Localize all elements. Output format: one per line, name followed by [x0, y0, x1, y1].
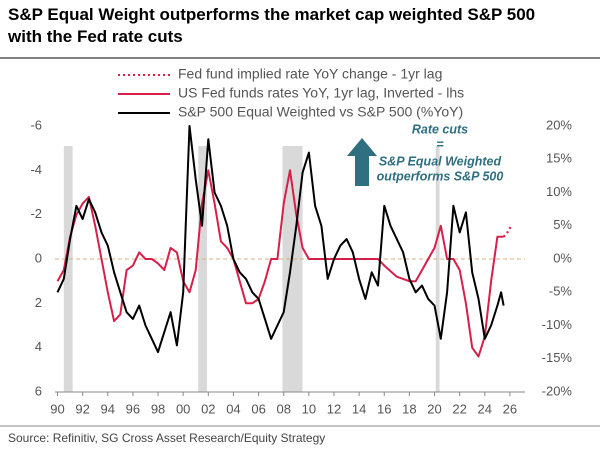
legend-label: S&P 500 Equal Weighted vs S&P 500 (%YoY): [178, 104, 463, 120]
x-tick-label: 22: [452, 401, 466, 416]
x-tick-label: 02: [201, 401, 215, 416]
x-tick-label: 24: [478, 401, 492, 416]
y-tick-label: -4: [30, 162, 42, 177]
annotation-text: S&P Equal Weighted: [379, 154, 502, 168]
x-tick-label: 14: [352, 401, 366, 416]
y-tick-label: 2: [35, 295, 42, 310]
x-tick-label: 94: [101, 401, 115, 416]
x-tick-label: 92: [75, 401, 89, 416]
annotation-text: =: [436, 137, 444, 151]
y-tick-label: 4: [35, 339, 42, 354]
y2-tick-label: 10%: [546, 184, 572, 199]
x-tick-label: 00: [176, 401, 190, 416]
x-tick-label: 98: [151, 401, 165, 416]
y2-tick-label: 0%: [553, 250, 572, 265]
y2-tick-label: 5%: [553, 217, 572, 232]
x-tick-label: 96: [126, 401, 140, 416]
x-tick-label: 06: [251, 401, 265, 416]
source: Source: Refinitiv, SG Cross Asset Resear…: [8, 431, 325, 445]
legend-label: US Fed funds rates YoY, 1yr lag, Inverte…: [178, 85, 464, 101]
x-tick-label: 18: [402, 401, 416, 416]
legend-label: Fed fund implied rate YoY change - 1yr l…: [178, 66, 442, 82]
x-tick-label: 10: [302, 401, 316, 416]
x-tick-label: 12: [327, 401, 341, 416]
recession-shade: [198, 146, 208, 392]
y2-tick-label: -10%: [542, 317, 573, 332]
annotation-text: outperforms S&P 500: [377, 169, 504, 183]
y-tick-label: -2: [30, 206, 42, 221]
y-tick-label: -6: [30, 117, 42, 132]
y2-tick-label: -5%: [549, 284, 573, 299]
y2-tick-label: -20%: [542, 383, 573, 398]
y2-tick-label: 20%: [546, 117, 572, 132]
series-line: [56, 169, 504, 358]
y2-tick-label: -15%: [542, 350, 573, 365]
x-tick-label: 16: [377, 401, 391, 416]
x-tick-label: 04: [226, 401, 240, 416]
y-tick-label: 6: [35, 383, 42, 398]
x-tick-label: 90: [50, 401, 64, 416]
x-tick-label: 20: [427, 401, 441, 416]
recession-shade: [435, 146, 440, 392]
series-line: [56, 125, 505, 354]
annotation-arrow: [347, 138, 377, 186]
y2-tick-label: 15%: [546, 151, 572, 166]
chart-title: S&P Equal Weight outperforms the market …: [7, 5, 535, 46]
series-line: [502, 225, 513, 238]
x-tick-label: 26: [503, 401, 517, 416]
x-tick-label: 08: [276, 401, 290, 416]
y-tick-label: 0: [35, 250, 42, 265]
recession-shade: [63, 146, 73, 392]
annotation-text: Rate cuts: [412, 122, 468, 136]
